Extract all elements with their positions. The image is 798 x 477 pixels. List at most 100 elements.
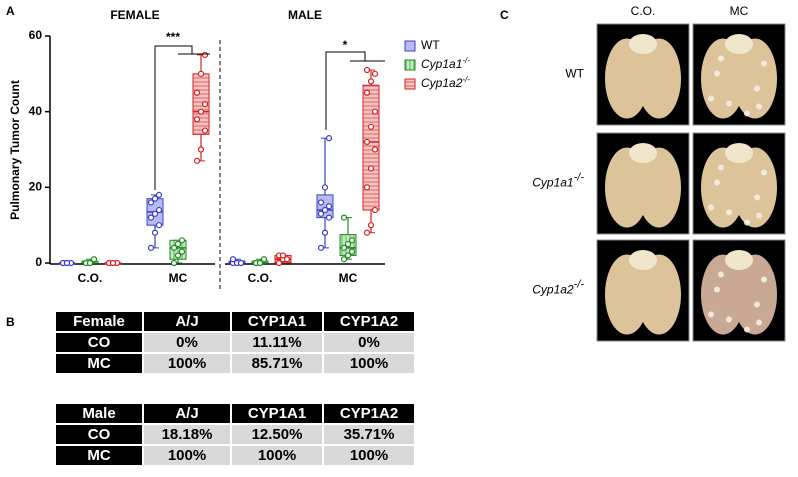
data-point bbox=[371, 206, 379, 214]
legend-swatch bbox=[404, 40, 416, 52]
x-tick-label: C.O. bbox=[78, 271, 103, 285]
tumor-spot bbox=[726, 316, 732, 323]
data-point bbox=[363, 184, 371, 191]
table-row: CO 18.18% 12.50% 35.71% bbox=[56, 425, 414, 444]
data-point bbox=[201, 127, 209, 134]
y-axis-label: Pulmonary Tumor Count bbox=[8, 80, 22, 220]
table-header-row: Male A/J CYP1A1 CYP1A2 bbox=[56, 404, 414, 423]
lung-lobe bbox=[733, 254, 777, 335]
trachea bbox=[629, 143, 657, 163]
data-cell: 100% bbox=[144, 354, 230, 373]
data-point bbox=[279, 252, 287, 259]
tumor-spot bbox=[754, 301, 760, 308]
row-header-cell: CO bbox=[56, 425, 142, 444]
row-label: WT bbox=[565, 67, 584, 81]
trachea bbox=[725, 250, 753, 270]
data-point bbox=[90, 256, 98, 263]
data-point bbox=[367, 78, 375, 85]
tumor-spot bbox=[708, 311, 714, 318]
data-point bbox=[63, 259, 71, 267]
summary-table: Male A/J CYP1A1 CYP1A2 CO 18.18% 12.50% 35.71% M… bbox=[54, 402, 416, 467]
tumor-spot bbox=[754, 85, 760, 92]
significance-bracket bbox=[325, 51, 366, 130]
row-label: Cyp1a1-/- bbox=[532, 171, 584, 189]
data-point bbox=[193, 89, 201, 96]
y-tick-label: 40 bbox=[29, 104, 43, 118]
row-header-cell: MC bbox=[56, 354, 142, 373]
data-point bbox=[155, 206, 163, 214]
data-point bbox=[317, 199, 325, 206]
data-point bbox=[367, 222, 375, 229]
data-cell: 12.50% bbox=[232, 425, 322, 444]
legend-superscript: -/- bbox=[462, 56, 470, 65]
tumor-spot bbox=[718, 55, 724, 62]
data-point bbox=[325, 135, 333, 142]
legend-swatch bbox=[404, 59, 416, 71]
data-point bbox=[151, 229, 159, 236]
data-point bbox=[197, 108, 205, 115]
tumor-spot bbox=[756, 103, 762, 110]
tumor-spot bbox=[726, 100, 732, 107]
significance-bracket bbox=[154, 45, 193, 190]
header-cell: Female bbox=[56, 312, 142, 331]
tumor-spot bbox=[744, 110, 750, 117]
header-cell: CYP1A2 bbox=[324, 312, 414, 331]
data-point bbox=[229, 256, 237, 263]
header-cell: CYP1A1 bbox=[232, 312, 322, 331]
tumor-spot bbox=[708, 204, 714, 211]
lung-lobe bbox=[637, 147, 681, 228]
data-point bbox=[155, 191, 163, 198]
tumor-spot bbox=[761, 60, 767, 67]
x-tick-label: MC bbox=[169, 271, 188, 285]
tumor-spot bbox=[761, 169, 767, 176]
data-cell: 0% bbox=[324, 333, 414, 352]
data-cell: 35.71% bbox=[324, 425, 414, 444]
row-header-cell: CO bbox=[56, 333, 142, 352]
y-tick-label: 0 bbox=[35, 255, 42, 269]
legend-label: Cyp1a1-/- bbox=[421, 56, 470, 71]
data-point bbox=[317, 210, 325, 217]
legend-label: WT bbox=[421, 38, 440, 52]
data-point bbox=[363, 66, 371, 74]
panel-title: FEMALE bbox=[110, 8, 159, 22]
data-point bbox=[201, 100, 209, 108]
data-point bbox=[340, 256, 348, 263]
data-point bbox=[170, 244, 178, 251]
legend-name: Cyp1a2 bbox=[421, 76, 463, 90]
data-point bbox=[147, 214, 155, 221]
table-header-row: Female A/J CYP1A1 CYP1A2 bbox=[56, 312, 414, 331]
lung-lobe bbox=[605, 254, 649, 335]
summary-table: Female A/J CYP1A1 CYP1A2 CO 0% 11.11% 0% MC 100% 8… bbox=[54, 310, 416, 375]
data-point bbox=[363, 229, 371, 236]
tumor-spot bbox=[744, 326, 750, 333]
data-point bbox=[178, 248, 186, 255]
data-cell: 11.11% bbox=[232, 333, 322, 352]
data-point bbox=[109, 259, 117, 267]
data-point bbox=[155, 222, 163, 229]
trachea bbox=[629, 250, 657, 270]
row-header-cell: MC bbox=[56, 446, 142, 465]
data-point bbox=[317, 244, 325, 251]
tumor-spot bbox=[726, 209, 732, 216]
data-point bbox=[367, 123, 375, 130]
tumor-spot bbox=[718, 164, 724, 171]
data-point bbox=[86, 259, 94, 267]
data-point bbox=[363, 138, 371, 146]
lung-lobe bbox=[733, 38, 777, 119]
lung-lobe bbox=[605, 147, 649, 228]
data-point bbox=[325, 214, 333, 221]
row-name: Cyp1a1 bbox=[532, 176, 573, 190]
data-point bbox=[260, 256, 268, 263]
row-name: Cyp1a2 bbox=[532, 283, 574, 297]
lung-lobe bbox=[637, 254, 681, 335]
data-point bbox=[174, 240, 182, 248]
legend-name: Cyp1a1 bbox=[421, 57, 462, 71]
trachea bbox=[725, 34, 753, 54]
data-point bbox=[283, 256, 291, 263]
data-point bbox=[348, 237, 356, 244]
legend-label: Cyp1a2-/- bbox=[421, 75, 470, 90]
data-point bbox=[151, 210, 159, 217]
data-point bbox=[340, 244, 348, 251]
data-point bbox=[178, 237, 186, 244]
